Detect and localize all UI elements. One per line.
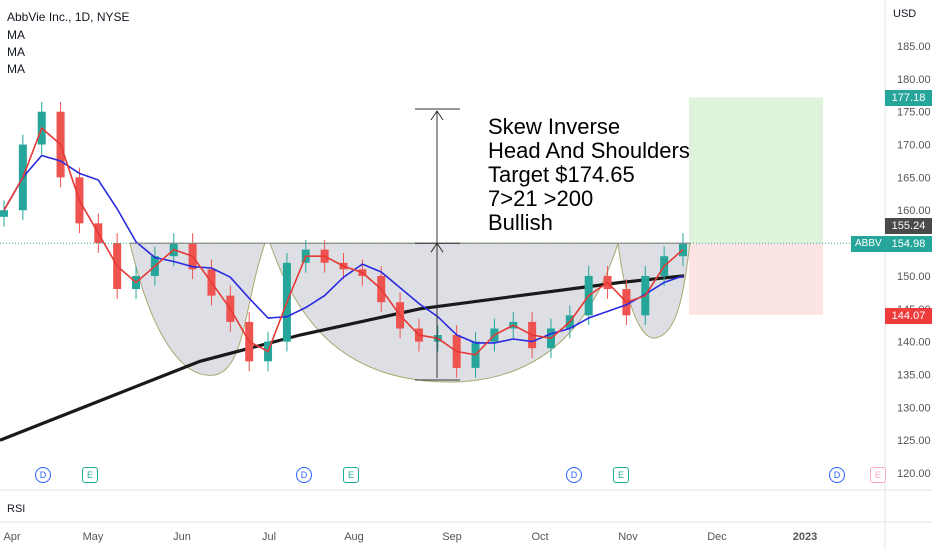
pattern-annotation[interactable]: Skew Inverse Head And Shoulders Target $…	[488, 115, 690, 235]
measurement-arrow	[415, 108, 460, 381]
annotation-line: 7>21 >200	[488, 186, 594, 211]
ma-label-3[interactable]: MA	[7, 62, 25, 76]
earnings-icon[interactable]: E	[82, 467, 98, 483]
currency-label: USD	[893, 8, 917, 20]
x-tick-label: May	[83, 531, 104, 543]
earnings-icon[interactable]: E	[343, 467, 359, 483]
y-tick-label: 165.00	[897, 172, 931, 184]
ma-label-2[interactable]: MA	[7, 45, 25, 59]
symbol-title: AbbVie Inc., 1D, NYSE	[7, 10, 130, 24]
x-tick-label: Sep	[442, 531, 462, 543]
y-tick-label: 175.00	[897, 107, 931, 119]
y-tick-label: 180.00	[897, 74, 931, 86]
stop-price-tag: 144.07	[885, 308, 932, 324]
y-tick-label: 160.00	[897, 205, 931, 217]
x-tick-label: Dec	[707, 531, 727, 543]
annotation-line: Skew Inverse	[488, 114, 621, 139]
earnings-icon[interactable]: E	[870, 467, 886, 483]
x-tick-label: Jun	[173, 531, 191, 543]
annotation-line: Target $174.65	[488, 162, 635, 187]
ma-label-1[interactable]: MA	[7, 28, 25, 42]
x-tick-label: Apr	[3, 531, 20, 543]
arrowhead	[430, 242, 444, 253]
dividend-icon[interactable]: D	[35, 467, 51, 483]
ma-mid-line	[3, 154, 684, 344]
ma-fast-path	[3, 126, 684, 356]
dividend-icon[interactable]: D	[296, 467, 312, 483]
candle-body	[0, 210, 8, 217]
dividend-icon[interactable]: D	[829, 467, 845, 483]
x-tick-label: Jul	[262, 531, 276, 543]
x-tick-label: Oct	[531, 531, 548, 543]
current-price-tag: 155.24	[885, 218, 932, 234]
ticker-tag: ABBV	[851, 236, 886, 252]
last-price-tag: 154.98	[885, 236, 932, 252]
target-price-tag: 177.18	[885, 90, 932, 106]
ma-fast-line	[3, 126, 684, 356]
y-tick-label: 140.00	[897, 337, 931, 349]
y-tick-label: 170.00	[897, 140, 931, 152]
rsi-label[interactable]: RSI	[7, 503, 26, 515]
earnings-icon[interactable]: E	[613, 467, 629, 483]
y-tick-label: 120.00	[897, 468, 931, 480]
x-tick-label: Nov	[618, 531, 638, 543]
stop-zone	[689, 243, 823, 315]
left-shoulder	[129, 242, 266, 376]
position-zones	[689, 97, 823, 315]
arrowhead	[430, 110, 444, 121]
x-tick-label: 2023	[793, 531, 817, 543]
x-tick-label: Aug	[344, 531, 364, 543]
y-tick-label: 135.00	[897, 369, 931, 381]
head	[269, 242, 619, 383]
dividend-icon[interactable]: D	[566, 467, 582, 483]
y-tick-label: 185.00	[897, 41, 931, 53]
ma-mid-path	[3, 154, 684, 344]
y-tick-label: 130.00	[897, 402, 931, 414]
target-zone	[689, 97, 823, 244]
y-tick-label: 125.00	[897, 435, 931, 447]
annotation-line: Head And Shoulders	[488, 138, 690, 163]
annotation-line: Bullish	[488, 210, 553, 235]
y-tick-label: 150.00	[897, 271, 931, 283]
